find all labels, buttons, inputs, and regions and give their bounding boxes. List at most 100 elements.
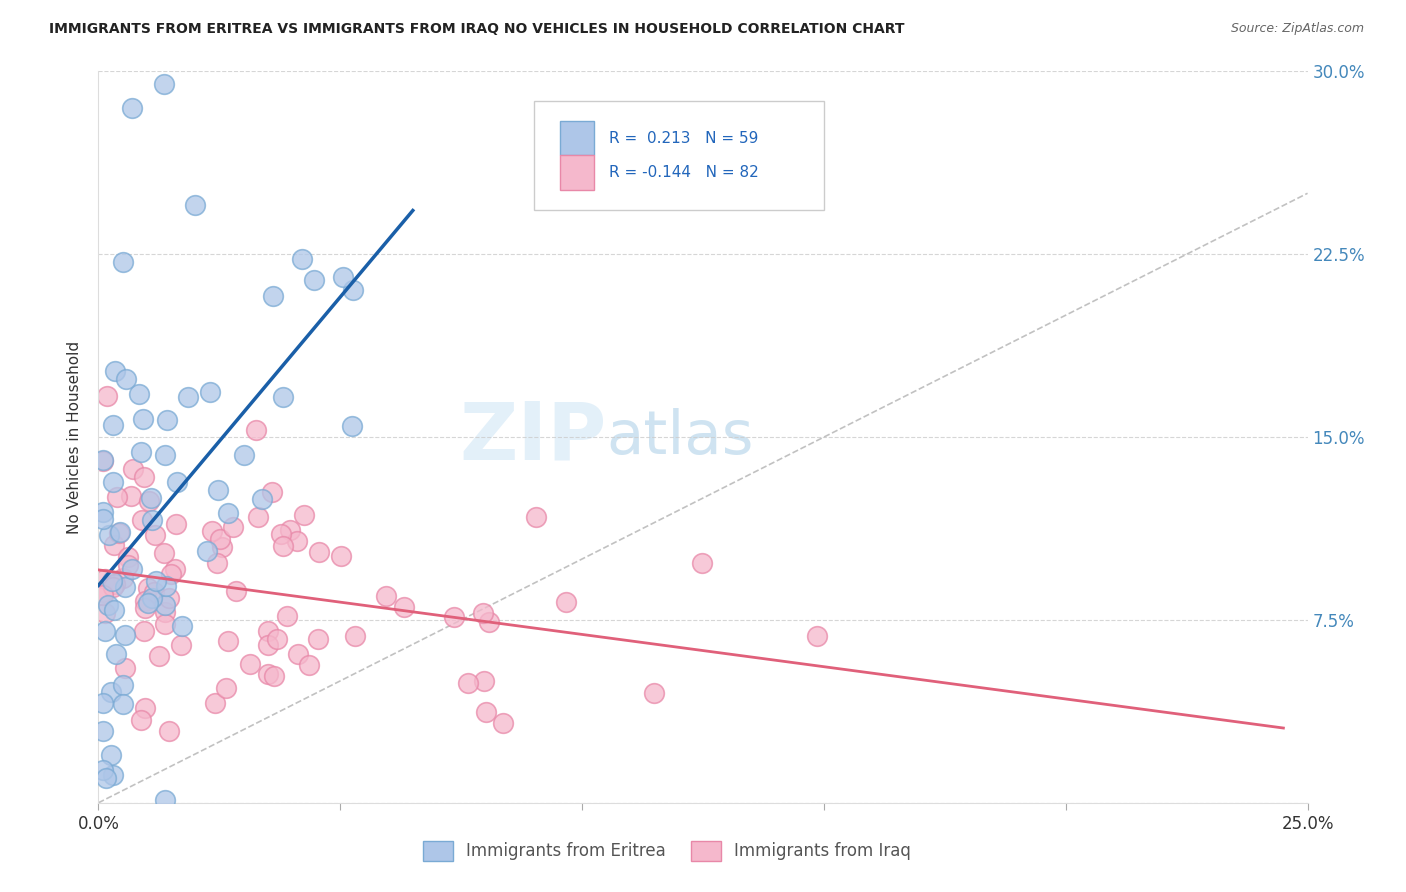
Point <box>271 539 294 553</box>
Point <box>141 591 163 605</box>
Bar <box>561 121 595 155</box>
Point <box>131 412 153 426</box>
Point <box>112 697 135 711</box>
Point <box>262 289 284 303</box>
Point <box>291 252 314 266</box>
Point <box>153 448 176 462</box>
Point <box>153 605 176 619</box>
Point <box>114 580 136 594</box>
Point <box>101 767 124 781</box>
Point <box>94 624 117 639</box>
Point <box>114 660 136 674</box>
Point <box>375 589 398 603</box>
Point <box>217 506 239 520</box>
Point <box>330 549 353 563</box>
Point <box>217 634 239 648</box>
Point <box>524 509 547 524</box>
Point <box>160 566 183 581</box>
Point <box>211 540 233 554</box>
Point <box>103 603 125 617</box>
Point <box>222 520 245 534</box>
Point <box>298 657 321 672</box>
Point <box>292 508 315 523</box>
Text: Source: ZipAtlas.com: Source: ZipAtlas.com <box>1230 22 1364 36</box>
Point <box>105 490 128 504</box>
Point <box>117 550 139 565</box>
Point <box>153 599 176 613</box>
Point <box>100 685 122 699</box>
Point <box>492 715 515 730</box>
Point <box>91 696 114 710</box>
Point <box>806 629 828 643</box>
Point <box>285 534 308 549</box>
Point <box>205 557 228 571</box>
Point <box>114 628 136 642</box>
Point <box>302 273 325 287</box>
Point <box>170 619 193 633</box>
Point <box>134 624 156 639</box>
Point <box>307 632 329 647</box>
Point <box>273 390 295 404</box>
Point <box>208 532 231 546</box>
Point <box>153 793 176 807</box>
Point <box>103 538 125 552</box>
Point <box>122 461 145 475</box>
Point <box>104 647 127 661</box>
Point <box>155 578 177 592</box>
Point <box>308 545 330 559</box>
Point <box>156 412 179 426</box>
Point <box>91 763 114 777</box>
Point <box>91 588 114 602</box>
Point <box>475 705 498 719</box>
Point <box>332 270 354 285</box>
Point <box>554 594 576 608</box>
Point <box>101 574 124 589</box>
Point <box>163 562 186 576</box>
Point <box>245 423 267 437</box>
Point <box>239 657 262 671</box>
Point <box>112 678 135 692</box>
Point <box>94 607 117 621</box>
Point <box>114 372 136 386</box>
Point <box>143 527 166 541</box>
Point <box>153 617 176 632</box>
Point <box>91 452 114 467</box>
Point <box>104 577 127 591</box>
Point <box>225 584 247 599</box>
Point <box>103 475 125 489</box>
Legend: Immigrants from Eritrea, Immigrants from Iraq: Immigrants from Eritrea, Immigrants from… <box>416 834 918 868</box>
Point <box>443 609 465 624</box>
Point <box>246 509 269 524</box>
Text: R =  0.213   N = 59: R = 0.213 N = 59 <box>609 131 758 145</box>
Point <box>204 696 226 710</box>
Point <box>91 512 114 526</box>
Point <box>100 747 122 762</box>
Point <box>108 525 131 540</box>
Point <box>103 363 125 377</box>
Point <box>157 723 180 738</box>
Point <box>201 524 224 538</box>
Point <box>233 448 256 462</box>
Point <box>256 624 278 638</box>
Point <box>112 571 135 585</box>
Y-axis label: No Vehicles in Household: No Vehicles in Household <box>67 341 83 533</box>
Point <box>134 601 156 615</box>
Point <box>472 674 495 689</box>
Point <box>91 585 114 599</box>
Point <box>94 572 117 586</box>
Point <box>340 419 363 434</box>
Point <box>153 546 176 560</box>
Point <box>165 516 187 531</box>
Point <box>170 638 193 652</box>
Point <box>136 596 159 610</box>
FancyBboxPatch shape <box>534 101 824 211</box>
Point <box>643 685 665 699</box>
Point <box>392 600 415 615</box>
Point <box>270 527 292 541</box>
Point <box>152 77 174 91</box>
Point <box>278 523 301 537</box>
Point <box>166 475 188 489</box>
Point <box>111 254 134 268</box>
Point <box>136 581 159 595</box>
Point <box>94 771 117 785</box>
